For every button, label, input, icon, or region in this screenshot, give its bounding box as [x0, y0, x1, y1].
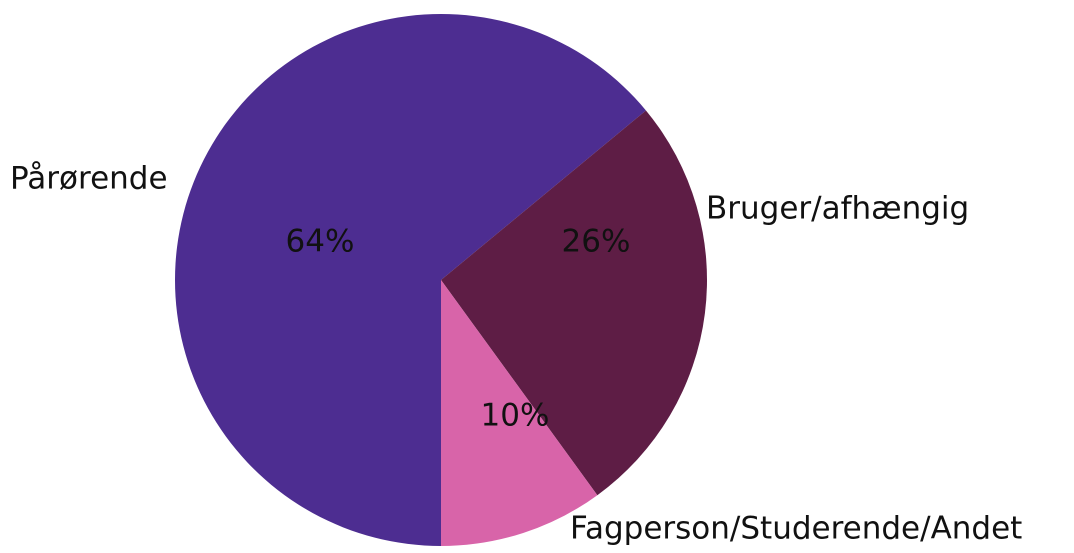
slice-category-label: Fagperson/Studerende/Andet [570, 511, 1022, 547]
slice-value-label: 64% [286, 224, 355, 260]
pie-slice [441, 280, 598, 546]
pie-slice [441, 110, 707, 496]
pie-slice [175, 13, 646, 546]
slice-value-label: 10% [481, 398, 550, 434]
slice-category-label: Pårørende [10, 161, 168, 197]
slice-category-label: Bruger/afhængig [706, 191, 969, 227]
slice-value-label: 26% [562, 224, 631, 260]
